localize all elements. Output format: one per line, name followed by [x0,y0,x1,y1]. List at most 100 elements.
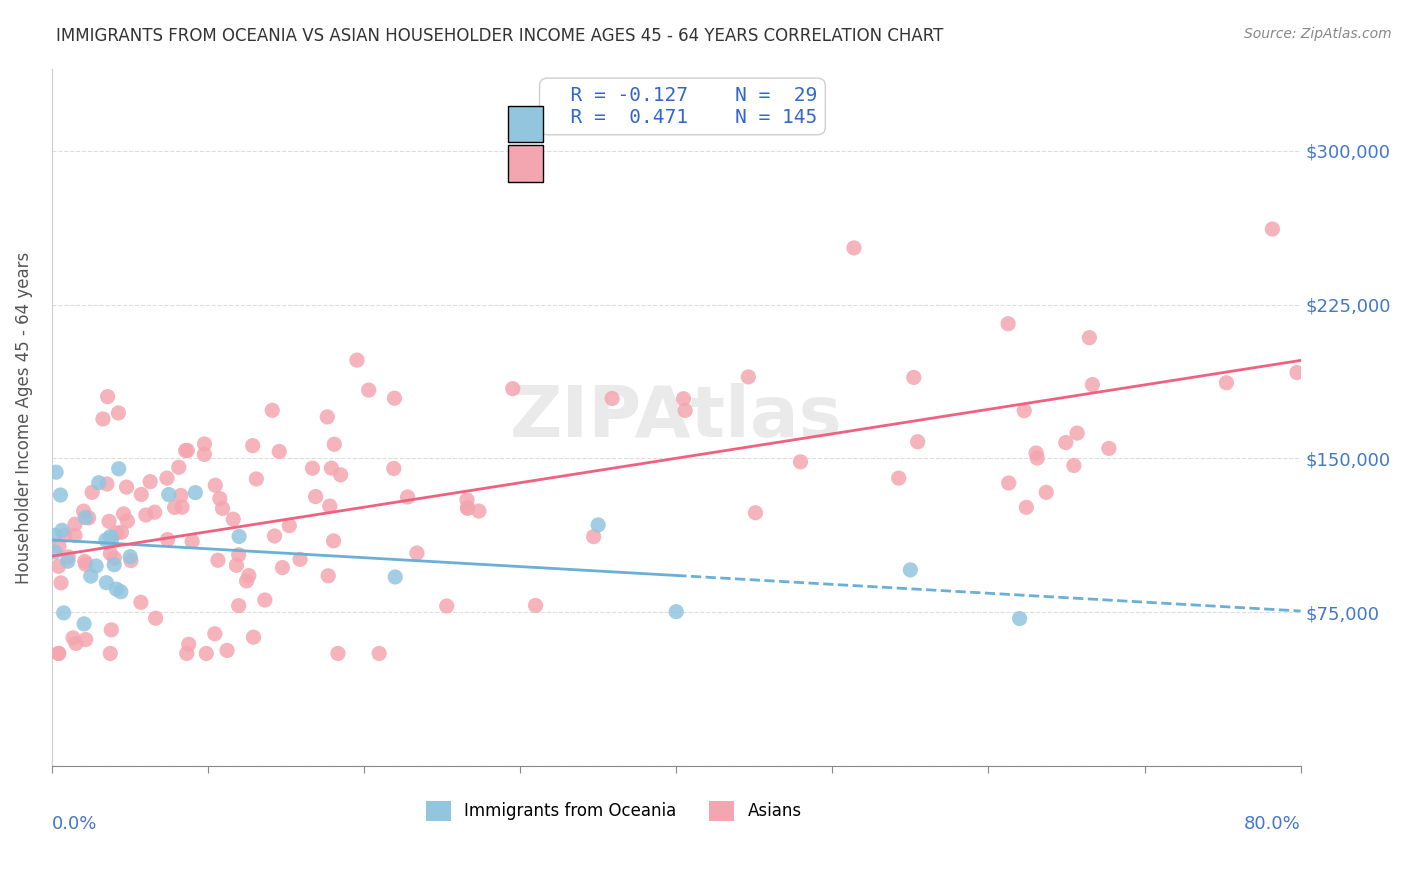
Point [1026,451,1049,466]
Point [176,647,198,661]
Point [997,475,1019,490]
Point [94,533,117,547]
Point [177,637,200,651]
Point [263,529,285,543]
Point [120,549,142,564]
Point [1008,611,1031,625]
Text: ZIPAtlas: ZIPAtlas [510,383,842,452]
Point [204,478,226,492]
Point [673,403,696,417]
Y-axis label: Householder Income Ages 45 - 64 years: Householder Income Ages 45 - 64 years [15,252,32,583]
Point [48,559,70,574]
Point [129,595,152,609]
Point [382,461,405,475]
Point [222,512,245,526]
Point [1353,289,1375,303]
Point [44,545,66,559]
Text: 80.0%: 80.0% [1244,815,1301,833]
Point [456,501,478,516]
Point [329,467,352,482]
Point [242,630,264,644]
Point [53,528,76,542]
FancyBboxPatch shape [508,145,543,182]
Point [907,434,929,449]
Point [96,477,118,491]
Point [253,593,276,607]
Point [75,558,97,572]
Point [384,391,406,405]
Point [44,528,66,542]
Point [396,490,419,504]
Point [211,501,233,516]
Point [176,443,198,458]
Point [107,461,129,475]
Point [107,406,129,420]
Point [1066,426,1088,441]
Point [1350,430,1372,444]
Point [75,632,97,647]
Text: IMMIGRANTS FROM OCEANIA VS ASIAN HOUSEHOLDER INCOME AGES 45 - 64 YEARS CORRELATI: IMMIGRANTS FROM OCEANIA VS ASIAN HOUSEHO… [56,27,943,45]
Point [204,627,226,641]
Point [157,487,180,501]
Point [384,570,406,584]
Point [301,461,323,475]
Point [1261,222,1284,236]
Legend: Immigrants from Oceania, Asians: Immigrants from Oceania, Asians [419,794,808,828]
Point [326,647,349,661]
Point [156,533,179,547]
Point [406,546,429,560]
Point [103,558,125,572]
Point [228,599,250,613]
Point [98,647,121,661]
Point [135,508,157,522]
Point [58,549,80,564]
Point [319,499,342,513]
Point [1341,332,1364,346]
Point [278,518,301,533]
Point [1285,366,1308,380]
Point [100,532,122,546]
Point [184,485,207,500]
Point [62,631,84,645]
Point [1098,442,1121,456]
Point [242,439,264,453]
Point [235,574,257,588]
Point [105,582,128,596]
Point [156,471,179,485]
Text: Source: ZipAtlas.com: Source: ZipAtlas.com [1244,27,1392,41]
Point [1012,403,1035,417]
Point [48,539,70,553]
Point [110,525,132,540]
Point [193,447,215,461]
Point [1035,485,1057,500]
Point [174,443,197,458]
Point [63,528,86,542]
Point [887,471,910,485]
Point [112,507,135,521]
Point [120,553,142,567]
Point [170,488,193,502]
Point [193,437,215,451]
Point [96,575,118,590]
Point [1054,435,1077,450]
Point [170,500,193,515]
Point [145,611,167,625]
Point [77,511,100,525]
Point [167,460,190,475]
Point [586,517,609,532]
Point [238,568,260,582]
Point [100,546,122,560]
Point [744,506,766,520]
Text: 0.0%: 0.0% [52,815,97,833]
Point [997,317,1019,331]
Point [207,553,229,567]
Point [1315,372,1337,386]
Point [225,558,247,573]
Point [49,575,72,590]
Point [1346,336,1368,351]
Point [84,559,107,574]
Point [262,403,284,417]
Point [97,390,120,404]
Point [181,534,204,549]
Point [51,524,73,538]
